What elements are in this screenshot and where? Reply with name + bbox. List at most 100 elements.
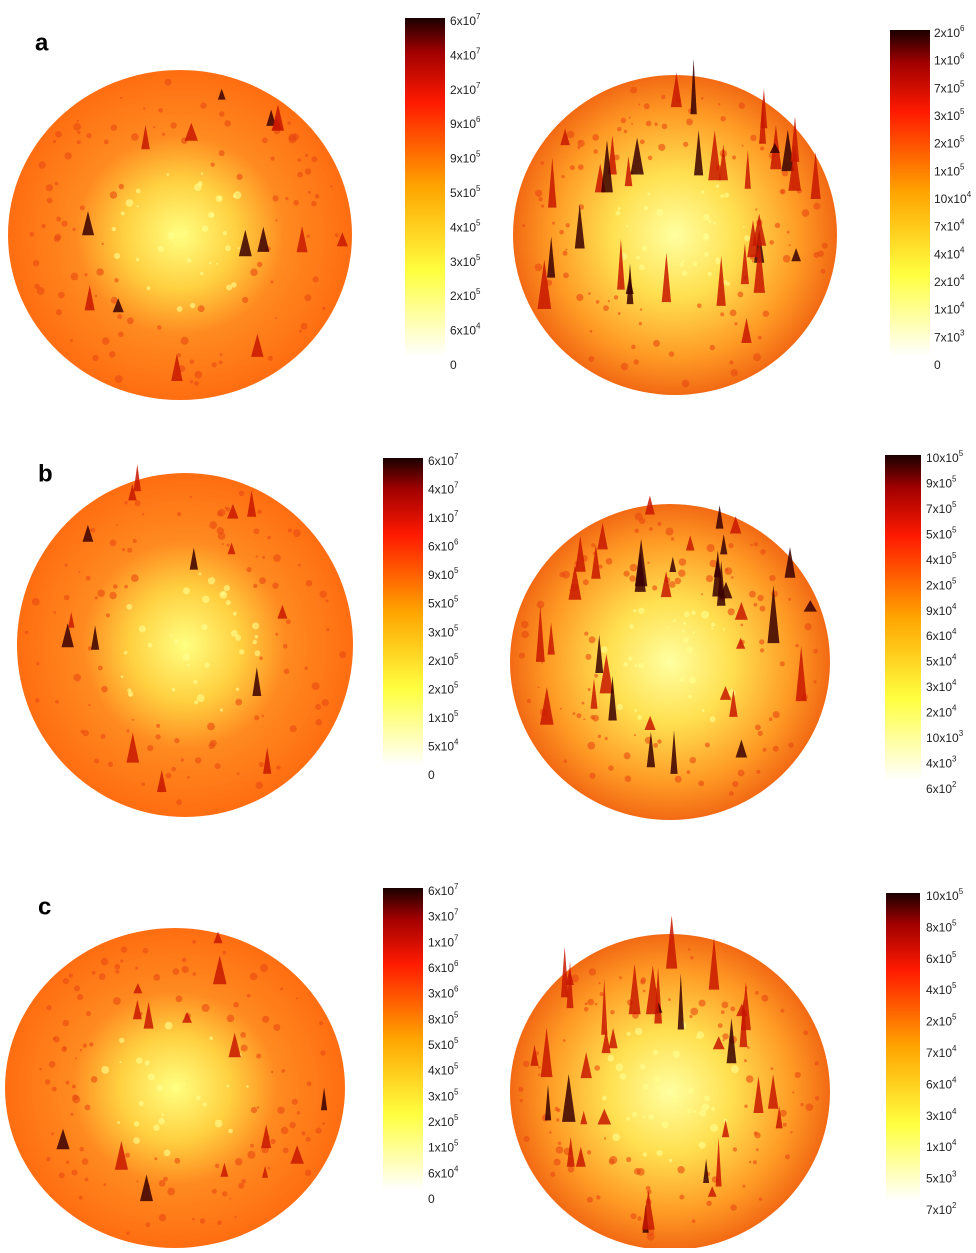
- spike: [795, 646, 807, 702]
- speckle: [131, 133, 139, 141]
- speckle: [572, 712, 576, 715]
- speckle: [167, 231, 175, 240]
- spike: [257, 226, 270, 252]
- tick-base: 3x10: [428, 625, 454, 639]
- speckle: [814, 1061, 819, 1066]
- spike: [540, 1027, 553, 1078]
- speckle: [740, 623, 744, 627]
- speckle: [163, 1176, 168, 1182]
- spike: [547, 622, 555, 655]
- speckle: [217, 1220, 222, 1226]
- speckle: [325, 599, 329, 603]
- spike: [617, 238, 625, 290]
- speckle: [729, 360, 734, 365]
- tick-exponent: 4: [454, 738, 459, 747]
- speckle: [72, 1084, 76, 1089]
- speckle: [273, 554, 281, 562]
- surface-plot: [5, 928, 345, 1248]
- spike: [736, 1003, 748, 1017]
- speckle: [609, 1156, 618, 1164]
- spike: [133, 464, 141, 492]
- tick-exponent: 3: [952, 1170, 957, 1179]
- speckle: [655, 1084, 662, 1090]
- tick-base: 2x10: [926, 1015, 952, 1029]
- speckle: [641, 245, 648, 252]
- speckle: [698, 1141, 706, 1149]
- speckle: [639, 1063, 646, 1070]
- speckle: [293, 199, 300, 206]
- spike: [729, 689, 738, 717]
- tick-base: 6x10: [926, 1078, 952, 1092]
- speckle: [728, 791, 734, 796]
- tick-base: 3x10: [450, 255, 476, 269]
- speckle: [253, 528, 260, 535]
- tick-base: 6x10: [428, 540, 454, 554]
- speckle: [805, 1103, 814, 1111]
- speckle: [218, 195, 222, 200]
- speckle: [661, 1121, 669, 1128]
- speckle: [755, 208, 758, 211]
- speckle: [610, 1010, 615, 1015]
- speckle: [120, 96, 123, 100]
- colorbar-tick-label: 1x105: [428, 709, 459, 725]
- speckle: [61, 220, 68, 227]
- colorbar-tick-label: 0: [428, 768, 435, 782]
- speckle: [101, 242, 104, 246]
- speckle: [161, 1113, 164, 1117]
- speckle: [616, 703, 624, 711]
- speckle: [158, 1213, 167, 1222]
- speckle: [716, 257, 719, 260]
- speckle: [724, 192, 730, 198]
- speckle: [217, 508, 226, 517]
- tick-base: 6x10: [926, 952, 952, 966]
- speckle: [174, 738, 180, 744]
- speckle: [299, 329, 302, 333]
- speckle: [613, 295, 619, 300]
- speckle: [230, 630, 238, 637]
- speckle: [590, 715, 595, 720]
- speckle: [704, 1095, 711, 1102]
- spike: [133, 983, 143, 994]
- speckle: [153, 1124, 160, 1131]
- tick-base: 10x10: [926, 731, 959, 745]
- spike: [716, 255, 726, 306]
- speckle: [820, 268, 826, 274]
- spike: [625, 275, 634, 294]
- speckle: [280, 987, 284, 991]
- spike: [247, 490, 257, 517]
- tick-base: 2x10: [450, 289, 476, 303]
- speckle: [540, 161, 545, 165]
- speckle: [633, 359, 639, 365]
- speckle: [598, 982, 601, 985]
- colorbar-tick-label: 1x106: [934, 52, 965, 68]
- speckle: [782, 254, 791, 263]
- speckle: [595, 300, 600, 304]
- speckle: [786, 230, 790, 234]
- speckle: [690, 956, 694, 960]
- speckle: [730, 1006, 736, 1012]
- speckle: [259, 656, 263, 660]
- speckle: [260, 964, 268, 972]
- colorbar-tick-label: 4x105: [926, 981, 957, 997]
- speckle: [68, 973, 73, 978]
- speckle: [541, 204, 545, 208]
- speckle: [562, 250, 568, 256]
- speckle: [77, 130, 81, 134]
- tick-exponent: 5: [952, 576, 957, 585]
- tick-base: 5x10: [428, 740, 454, 754]
- speckle: [158, 1180, 166, 1187]
- speckle: [90, 1076, 98, 1083]
- tick-exponent: 5: [952, 950, 957, 959]
- speckle: [686, 118, 693, 126]
- spike: [290, 1145, 304, 1164]
- colorbar-tick-label: 3x105: [428, 623, 459, 639]
- speckle: [282, 1147, 289, 1154]
- panel-letter: b: [38, 460, 53, 487]
- speckle: [270, 280, 274, 284]
- spike: [238, 229, 252, 257]
- speckle: [633, 609, 637, 613]
- speckle: [526, 698, 532, 704]
- speckle: [586, 1150, 592, 1155]
- spike: [114, 1141, 128, 1170]
- tick-exponent: 3: [959, 729, 964, 738]
